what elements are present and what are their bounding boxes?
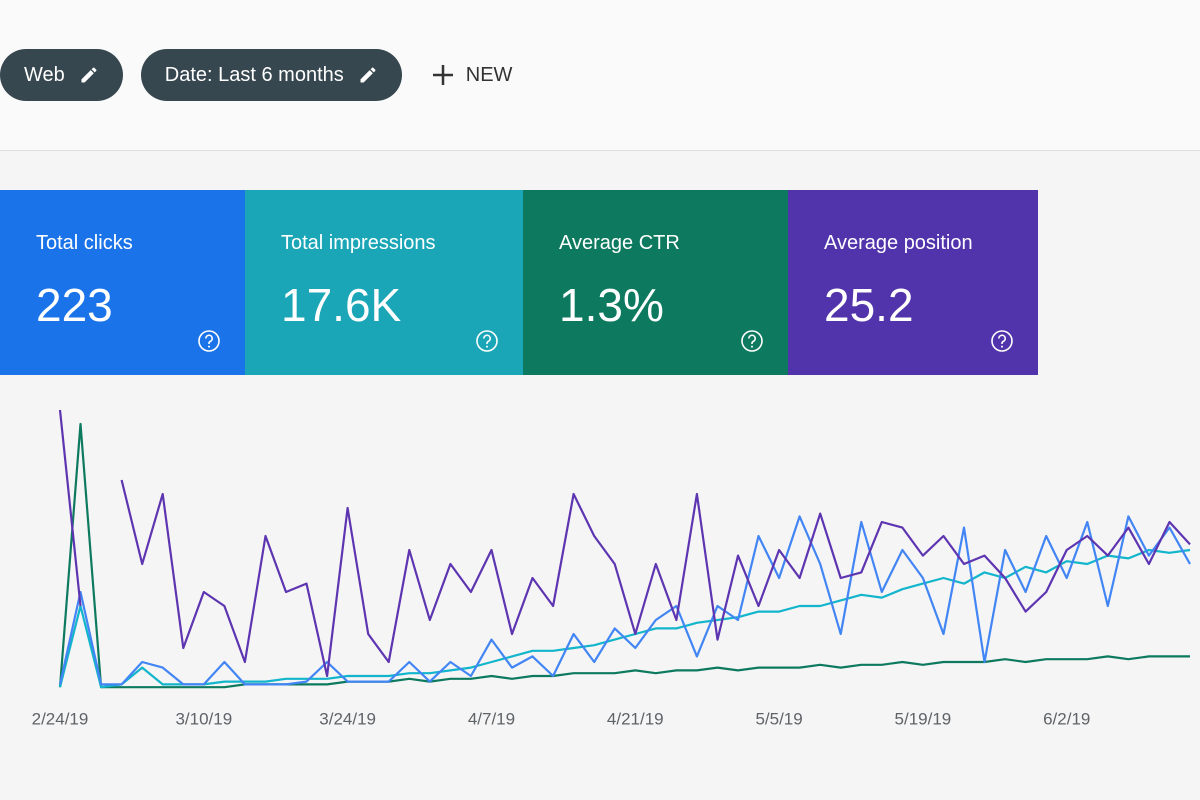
filter-chip[interactable]: Web — [0, 49, 123, 101]
filter-label: Date: Last 6 months — [164, 63, 344, 86]
x-tick-label: 3/24/19 — [319, 709, 376, 728]
metric-value: 1.3% — [559, 279, 664, 331]
filter-label: Web — [24, 63, 65, 86]
plus-icon — [432, 65, 453, 85]
metric-card[interactable]: Average position 25.2 — [788, 190, 1038, 375]
metric-label: Average CTR — [559, 232, 680, 254]
filter-chip[interactable]: Date: Last 6 months — [140, 49, 402, 101]
metric-label: Total clicks — [36, 232, 133, 254]
x-tick-label: 5/5/19 — [755, 709, 802, 728]
metric-card[interactable]: Total clicks 223 — [0, 190, 245, 375]
metric-value: 223 — [36, 279, 113, 331]
help-icon[interactable] — [197, 329, 221, 353]
filter-bar: Web Date: Last 6 months NEW — [0, 0, 1200, 151]
metric-label: Total impressions — [281, 232, 436, 254]
help-icon[interactable] — [990, 329, 1014, 353]
help-icon[interactable] — [740, 329, 764, 353]
x-tick-label: 4/7/19 — [468, 709, 515, 728]
metric-cards: Total clicks 223 Total impressions 17.6K Ave… — [0, 190, 1038, 375]
series-line — [58, 409, 1191, 678]
metric-value: 25.2 — [824, 279, 914, 331]
series-line — [58, 422, 1190, 689]
help-icon[interactable] — [475, 329, 499, 353]
metric-card[interactable]: Total impressions 17.6K — [245, 190, 523, 375]
metric-card[interactable]: Average CTR 1.3% — [523, 190, 788, 375]
x-tick-label: 6/2/19 — [1043, 709, 1090, 728]
metric-label: Average position — [824, 232, 973, 254]
chart: 2/24/19 3/10/19 3/24/19 4/7/19 4/21/19 5/5/19… — [32, 409, 1191, 728]
new-label: NEW — [465, 63, 513, 86]
x-tick-label: 4/21/19 — [607, 709, 664, 728]
series-line — [58, 515, 1191, 686]
new-button[interactable]: NEW — [432, 63, 513, 87]
metric-value: 17.6K — [281, 279, 402, 331]
x-tick-label: 5/19/19 — [895, 709, 952, 728]
x-tick-label: 3/10/19 — [175, 709, 232, 728]
x-tick-label: 2/24/19 — [32, 709, 89, 728]
